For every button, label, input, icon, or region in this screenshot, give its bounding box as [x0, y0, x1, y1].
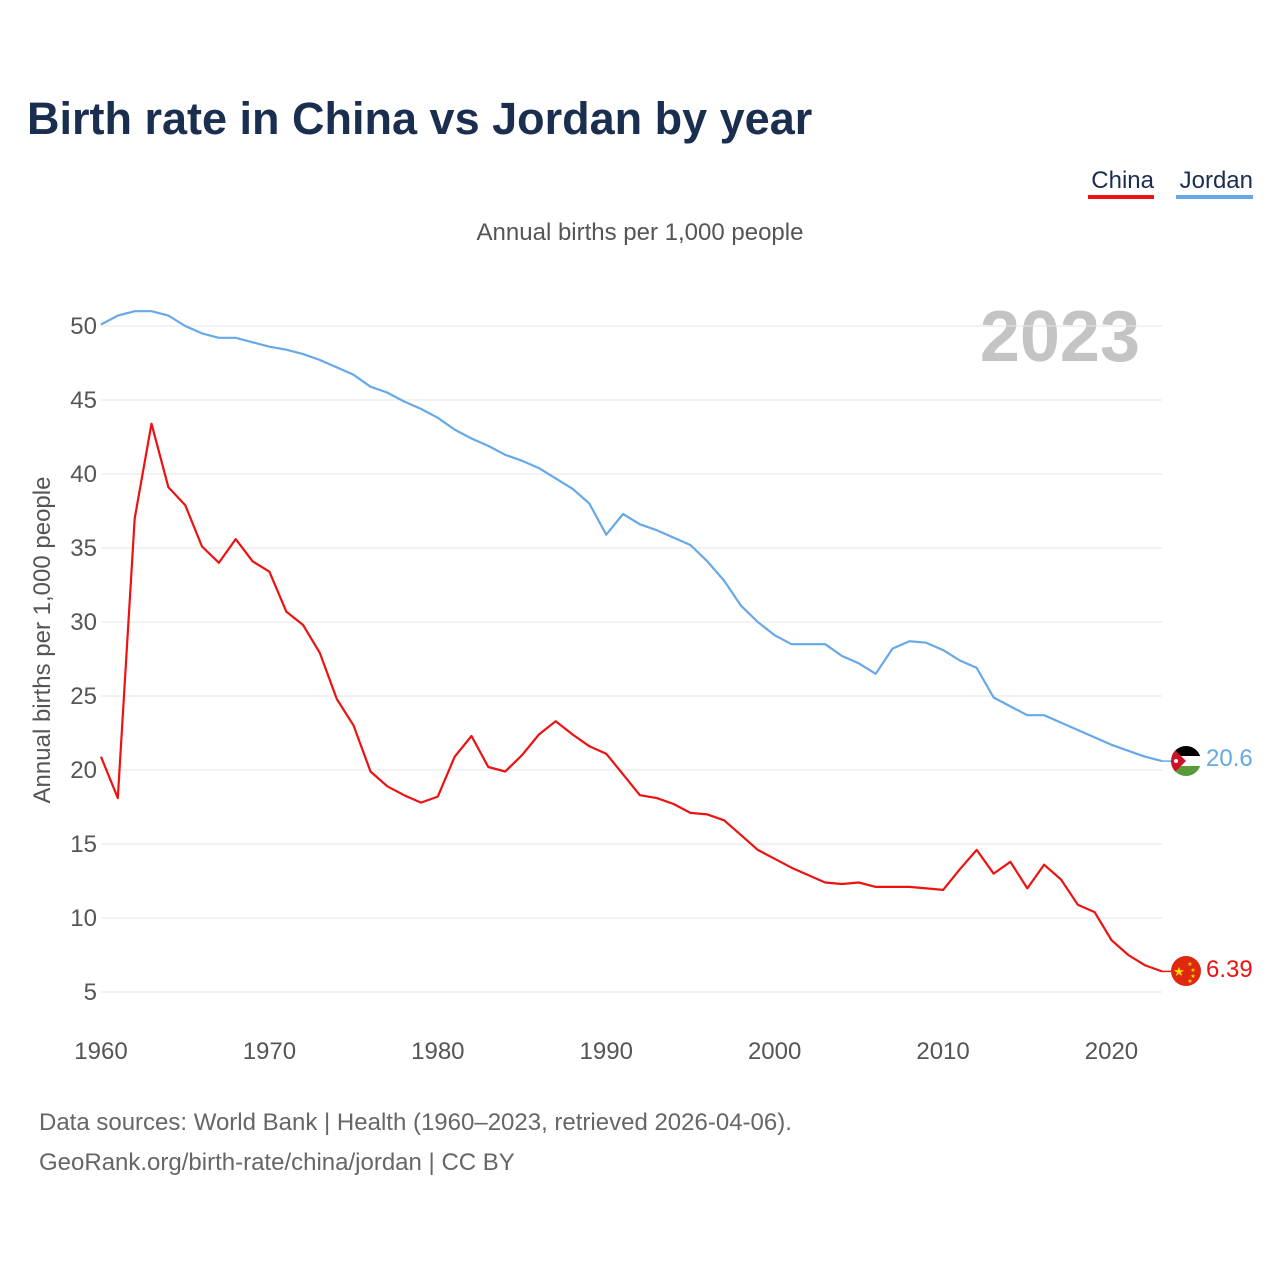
svg-text:★: ★: [1190, 973, 1195, 980]
y-tick-label: 10: [70, 905, 97, 932]
y-tick-label: 15: [70, 831, 97, 858]
svg-text:★: ★: [1187, 978, 1192, 985]
y-tick-label: 20: [70, 757, 97, 784]
y-tick-label: 25: [70, 683, 97, 710]
footer-sources: Data sources: World Bank | Health (1960–…: [39, 1109, 792, 1136]
gridlines: [101, 325, 1162, 993]
year-watermark: 2023: [980, 297, 1140, 377]
china-flag-icon: ★ ★ ★ ★ ★: [1171, 956, 1201, 986]
x-tick-label: 2020: [1085, 1038, 1138, 1065]
svg-text:★: ★: [1190, 967, 1195, 974]
chart-subtitle: Annual births per 1,000 people: [477, 219, 804, 246]
series-line-jordan: [100, 310, 1163, 763]
y-tick-label: 35: [70, 535, 97, 562]
y-tick-label: 45: [70, 387, 97, 414]
y-tick-label: 40: [70, 461, 97, 488]
legend-swatch-jordan: [1176, 195, 1253, 199]
y-axis-label: Annual births per 1,000 people: [29, 477, 56, 804]
y-axis-ticks: 5 10 15 20 25 30 35 40 45 50: [70, 313, 97, 1006]
series-line-china: [99, 422, 1163, 973]
chart-title: Birth rate in China vs Jordan by year: [27, 93, 812, 144]
x-tick-label: 2010: [916, 1038, 969, 1065]
svg-text:★: ★: [1173, 964, 1185, 979]
x-tick-label: 2000: [748, 1038, 801, 1065]
y-tick-label: 50: [70, 313, 97, 340]
legend-label-jordan[interactable]: Jordan: [1180, 167, 1253, 194]
jordan-end-marker: 20.6: [1171, 745, 1253, 776]
x-axis-ticks: 1960 1970 1980 1990 2000 2010 2020: [74, 1038, 1138, 1065]
jordan-end-value: 20.6: [1206, 745, 1253, 772]
x-tick-label: 1970: [243, 1038, 296, 1065]
jordan-flag-icon: [1171, 746, 1201, 776]
china-end-marker: ★ ★ ★ ★ ★ 6.39: [1171, 956, 1253, 986]
footer-url[interactable]: GeoRank.org/birth-rate/china/jordan | CC…: [39, 1149, 515, 1176]
legend: China Jordan: [1088, 167, 1253, 199]
x-tick-label: 1990: [580, 1038, 633, 1065]
x-tick-label: 1980: [411, 1038, 464, 1065]
y-tick-label: 30: [70, 609, 97, 636]
legend-label-china[interactable]: China: [1091, 167, 1154, 194]
x-tick-label: 1960: [74, 1038, 127, 1065]
y-tick-label: 5: [84, 979, 97, 1006]
legend-swatch-china: [1088, 195, 1154, 199]
china-end-value: 6.39: [1206, 956, 1253, 983]
svg-text:★: ★: [1187, 961, 1192, 968]
series-lines: [99, 310, 1171, 973]
